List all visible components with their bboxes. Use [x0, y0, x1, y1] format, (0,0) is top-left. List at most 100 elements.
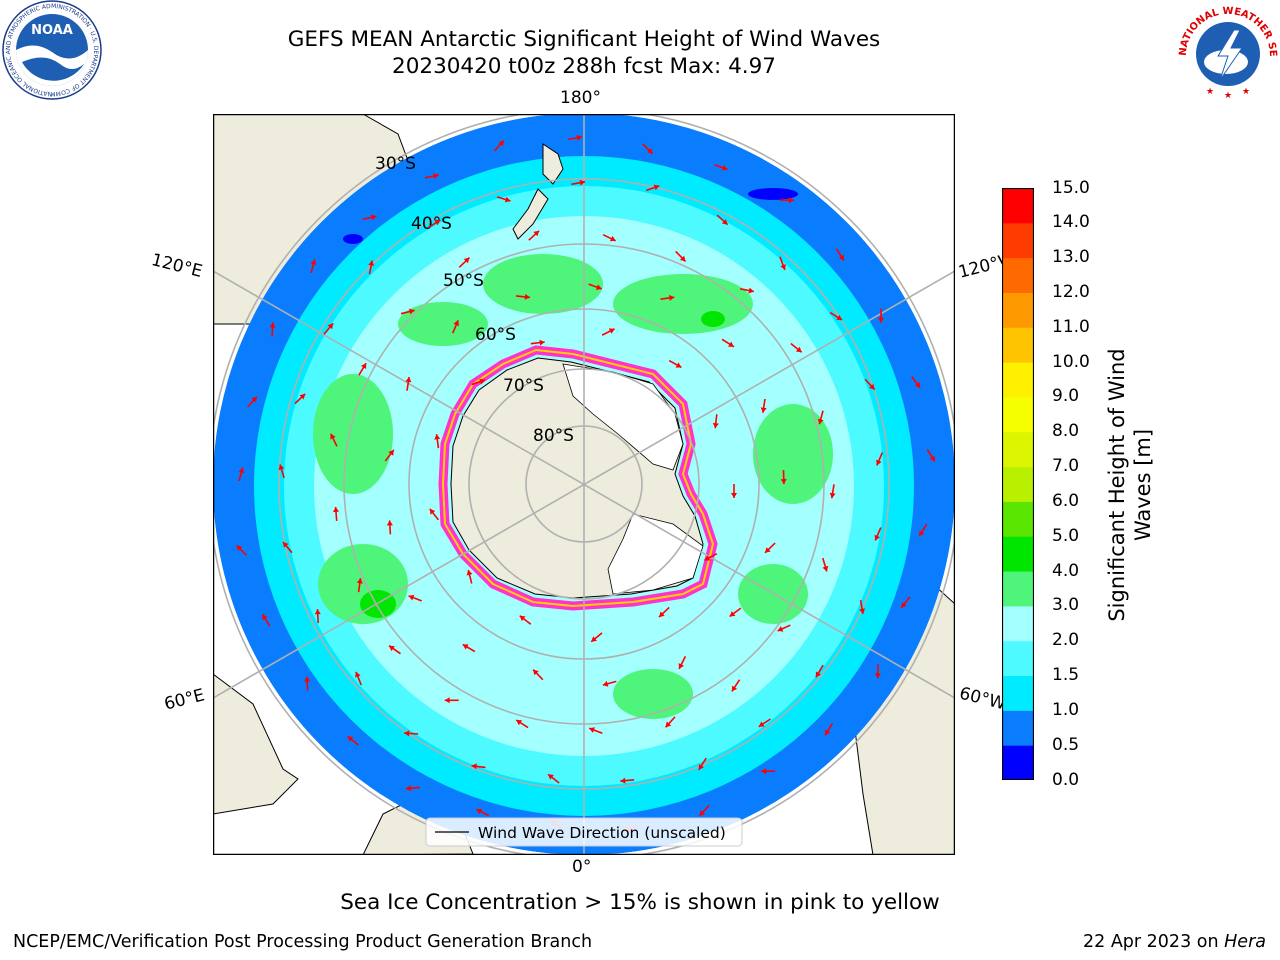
wind-wave-arrow-head [314, 609, 321, 615]
wind-wave-arrow-head [765, 547, 771, 553]
wind-wave-arrow-head [589, 727, 595, 733]
wind-wave-arrow-head [698, 764, 704, 770]
colorbar-label-line1: Significant Height of Wind [1105, 348, 1129, 622]
wind-wave-arrow-head [620, 777, 626, 784]
lat-label-80s: 80°S [533, 426, 574, 446]
wind-wave-arrow-head [283, 542, 289, 548]
colorbar-tick-label: 14.0 [1052, 212, 1090, 233]
wind-wave-arrow-head [347, 736, 354, 742]
colorbar-tick-label: 10.0 [1052, 351, 1090, 372]
wind-wave-arrow-head [602, 680, 609, 687]
lon-label-0: 0° [572, 857, 592, 877]
colorbar-tick-label: 15.0 [1052, 177, 1090, 198]
wind-wave-arrow-head [278, 464, 285, 471]
lat-label-70s: 70°S [503, 376, 544, 396]
wind-wave-arrow-head [838, 254, 844, 261]
wind-wave-arrow-head [519, 615, 526, 622]
colorbar-band [1002, 257, 1034, 293]
wind-wave-arrow-head [679, 255, 686, 262]
polar-stereographic-map: 30°S 40°S 50°S 60°S 70°S 80°S Wind Wave … [213, 114, 955, 855]
svg-text:★: ★ [1242, 87, 1250, 97]
wind-wave-arrow-head [761, 768, 767, 775]
lat-label-40s: 40°S [411, 214, 452, 234]
wind-wave-arrow-head [388, 449, 394, 456]
wind-wave-arrow-head [453, 320, 459, 327]
wind-wave-arrow-head [533, 230, 540, 237]
wind-wave-arrow-head [539, 339, 545, 346]
map-title: GEFS MEAN Antarctic Significant Height o… [287, 27, 881, 52]
wind-wave-arrow-head [777, 626, 784, 632]
sea-ice-note: Sea Ice Concentration > 15% is shown in … [340, 890, 940, 915]
wind-wave-arrow-head [822, 565, 829, 572]
wind-wave-arrow-head [548, 774, 554, 780]
svg-text:★: ★ [1224, 91, 1232, 100]
svg-text:★: ★ [1206, 87, 1214, 97]
wind-wave-arrow-head [404, 730, 410, 737]
wind-wave-arrow-head [914, 382, 921, 388]
colorbar-band [1002, 501, 1034, 537]
wind-wave-arrow-head [299, 393, 306, 400]
graticule [213, 114, 955, 855]
wind-wave-arrow-head [405, 377, 412, 383]
wind-wave-arrow-head [929, 455, 935, 462]
wind-wave-arrow-head [699, 810, 706, 816]
wind-wave-arrow-head [712, 422, 719, 429]
colorbar-band [1002, 466, 1034, 502]
colorbar [1002, 188, 1034, 780]
wind-wave-arrow-head [878, 317, 884, 323]
antarctica [438, 345, 718, 611]
colorbar-tick-label: 6.0 [1052, 490, 1080, 511]
wind-wave-arrow-head [795, 346, 802, 353]
wind-wave-arrow-head [859, 608, 866, 614]
wind-wave-arrow-head [869, 383, 875, 390]
colorbar-band [1002, 396, 1034, 433]
wave-band-0.0-0.5 [343, 188, 798, 244]
wind-wave-arrow-head [524, 293, 530, 300]
wind-wave-arrow-head [462, 644, 469, 650]
wind-wave-arrow-head [429, 508, 436, 515]
wind-wave-arrow-head [533, 669, 539, 676]
wind-wave-arrow-head [874, 673, 881, 679]
wind-wave-arrow-head [721, 219, 728, 225]
wind-wave-arrow-head [728, 341, 734, 347]
wind-wave-arrow-head [731, 493, 737, 498]
wind-wave-arrow-head [389, 645, 395, 652]
colorbar-band [1002, 222, 1034, 259]
colorbar-tick-label: 9.0 [1052, 386, 1080, 407]
wind-wave-arrow-head [356, 578, 363, 584]
wind-wave-arrow-head [780, 264, 786, 270]
wind-wave-arrow-head [817, 418, 824, 425]
wind-wave-arrow-head [251, 396, 257, 403]
noaa-logo: NATIONAL OCEANIC AND ATMOSPHERIC ADMINIS… [0, 0, 102, 100]
lon-label-120e: 120°E [149, 250, 205, 282]
wind-wave-arrow-head [409, 308, 415, 315]
wind-wave-arrow-head [836, 314, 843, 320]
wind-wave-arrow-head [504, 196, 511, 203]
wind-wave-arrow-head [330, 433, 336, 440]
colorbar-band [1002, 605, 1034, 642]
wind-wave-arrow-head [876, 459, 882, 466]
wind-wave-arrow-head [829, 492, 836, 499]
noaa-logo-text: NOAA [31, 23, 73, 38]
wind-wave-arrow-head [371, 214, 377, 221]
wind-wave-arrow-head [579, 179, 585, 186]
wind-wave-arrow-head [760, 407, 767, 413]
wind-wave-arrow-head [408, 594, 415, 601]
colorbar-tick-label: 13.0 [1052, 247, 1090, 268]
wind-wave-arrow-head [327, 323, 334, 330]
colorbar-band [1002, 536, 1034, 572]
wind-wave-arrow-head [608, 328, 615, 334]
wind-wave-arrow-head [647, 148, 653, 154]
wind-wave-arrow-head [479, 378, 485, 385]
colorbar-tick-label: 3.0 [1052, 595, 1080, 616]
colorbar-band [1002, 571, 1034, 607]
wind-wave-arrow-head [466, 569, 473, 576]
wind-wave-arrow-head [704, 555, 711, 561]
wind-wave-arrow-head [678, 663, 684, 669]
colorbar-band [1002, 431, 1034, 468]
wind-wave-arrow-head [310, 259, 317, 265]
wind-wave-arrow-head [815, 671, 821, 678]
footer-branch: NCEP/EMC/Verification Post Processing Pr… [13, 932, 593, 952]
wind-wave-arrow-head [576, 134, 582, 141]
wind-wave-arrow-head [874, 534, 880, 541]
